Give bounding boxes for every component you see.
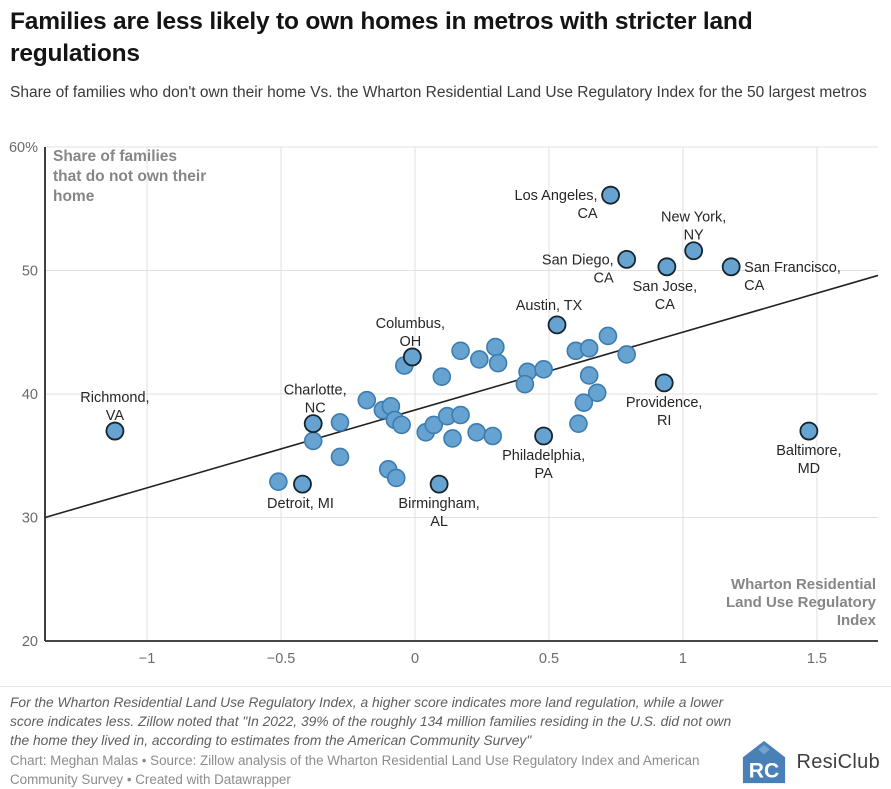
point-label: Philadelphia, bbox=[502, 448, 585, 464]
data-point[interactable] bbox=[451, 341, 470, 361]
data-point-labeled[interactable] bbox=[105, 421, 125, 441]
data-point-labeled[interactable] bbox=[402, 347, 422, 367]
data-point[interactable] bbox=[269, 472, 288, 491]
x-tick-label: −0.5 bbox=[267, 651, 296, 667]
data-point[interactable] bbox=[432, 367, 452, 387]
point-label: New York, bbox=[661, 210, 726, 226]
resiclub-house-icon: RC bbox=[743, 740, 786, 784]
data-point[interactable] bbox=[303, 431, 323, 451]
x-tick-label: 1 bbox=[679, 651, 687, 667]
point-label: San Francisco, bbox=[744, 260, 841, 276]
point-label: NY bbox=[684, 228, 704, 244]
x-tick-label: 1.5 bbox=[807, 651, 827, 667]
y-tick-label: 50 bbox=[22, 264, 38, 280]
data-point-labeled[interactable] bbox=[303, 414, 323, 434]
data-point[interactable] bbox=[579, 339, 599, 358]
data-point-labeled[interactable] bbox=[293, 474, 312, 494]
data-point[interactable] bbox=[598, 326, 618, 346]
point-label: San Diego, bbox=[542, 252, 614, 268]
point-label: PA bbox=[534, 466, 553, 482]
data-point[interactable] bbox=[515, 374, 535, 394]
data-point[interactable] bbox=[357, 390, 377, 410]
point-label: Providence, bbox=[626, 395, 703, 411]
y-axis-title: Share of families bbox=[53, 148, 177, 165]
point-label: CA bbox=[744, 278, 764, 294]
data-point[interactable] bbox=[330, 413, 350, 432]
data-point-labeled[interactable] bbox=[657, 257, 677, 277]
data-point[interactable] bbox=[443, 429, 462, 448]
data-point[interactable] bbox=[330, 447, 350, 467]
x-tick-label: 0 bbox=[411, 651, 419, 667]
data-point[interactable] bbox=[569, 414, 588, 433]
point-label: San Jose, bbox=[633, 279, 698, 295]
point-label: NC bbox=[305, 401, 326, 417]
data-point[interactable] bbox=[470, 350, 489, 369]
data-point-labeled[interactable] bbox=[617, 249, 637, 269]
data-point[interactable] bbox=[483, 426, 503, 446]
point-label: Richmond, bbox=[80, 390, 149, 406]
y-axis-title: that do not own their bbox=[53, 168, 206, 185]
point-label: RI bbox=[657, 413, 672, 429]
point-label: Birmingham, bbox=[398, 496, 479, 512]
data-point[interactable] bbox=[467, 422, 486, 442]
trend-line bbox=[44, 274, 879, 519]
x-axis-title: Land Use Regulatory bbox=[726, 594, 877, 611]
point-label: Baltimore, bbox=[776, 443, 841, 459]
point-label: CA bbox=[594, 270, 614, 286]
point-label: AL bbox=[430, 514, 448, 530]
credit-line: Chart: Meghan Malas • Source: Zillow ana… bbox=[10, 753, 700, 788]
point-label: MD bbox=[798, 461, 821, 477]
data-point[interactable] bbox=[424, 415, 444, 435]
data-point[interactable] bbox=[386, 468, 406, 488]
y-tick-label: 60% bbox=[9, 140, 38, 156]
footer-divider bbox=[0, 686, 891, 687]
point-label: Detroit, MI bbox=[267, 496, 334, 512]
point-label: Columbus, bbox=[376, 316, 445, 332]
data-point[interactable] bbox=[617, 345, 636, 364]
x-axis-title: Wharton Residential bbox=[731, 576, 876, 593]
data-point-labeled[interactable] bbox=[547, 315, 567, 335]
point-label: OH bbox=[399, 334, 421, 350]
x-axis-title: Index bbox=[837, 612, 877, 629]
logo-wordmark: ResiClub bbox=[796, 750, 880, 773]
data-point[interactable] bbox=[451, 405, 470, 425]
data-point-labeled[interactable] bbox=[601, 185, 621, 205]
point-label: Charlotte, bbox=[284, 383, 347, 399]
y-axis-title: home bbox=[53, 188, 95, 205]
data-point-labeled[interactable] bbox=[799, 421, 819, 441]
data-point-labeled[interactable] bbox=[534, 426, 554, 446]
chart-subtitle: Share of families who don't own their ho… bbox=[10, 84, 867, 101]
data-point-labeled[interactable] bbox=[429, 474, 449, 494]
point-label: CA bbox=[655, 297, 675, 313]
resiclub-logo: RC ResiClub bbox=[741, 739, 880, 785]
data-point-labeled[interactable] bbox=[654, 373, 674, 393]
y-tick-label: 20 bbox=[22, 634, 38, 650]
x-tick-label: −1 bbox=[139, 651, 156, 667]
data-point[interactable] bbox=[534, 359, 553, 379]
data-point-labeled[interactable] bbox=[721, 257, 741, 277]
data-point-labeled[interactable] bbox=[684, 241, 704, 261]
data-point[interactable] bbox=[587, 383, 607, 403]
data-point[interactable] bbox=[488, 353, 508, 373]
data-point[interactable] bbox=[486, 337, 505, 357]
data-point[interactable] bbox=[574, 393, 594, 412]
y-tick-label: 40 bbox=[22, 387, 38, 403]
footnote: For the Wharton Residential Land Use Reg… bbox=[10, 695, 732, 748]
y-tick-label: 30 bbox=[22, 511, 38, 527]
x-tick-label: 0.5 bbox=[539, 651, 559, 667]
data-point[interactable] bbox=[579, 366, 599, 385]
point-label: Los Angeles, bbox=[515, 188, 598, 204]
data-point[interactable] bbox=[392, 415, 411, 435]
page-title: Families are less likely to own homes in… bbox=[10, 8, 753, 67]
point-label: VA bbox=[106, 408, 125, 424]
point-label: CA bbox=[577, 206, 597, 222]
point-label: Austin, TX bbox=[516, 298, 583, 314]
scatter-plot: −1 −0.5 0 0.5 1 1.5 20 30 40 50 60% Share of famili… bbox=[9, 140, 879, 667]
svg-text:RC: RC bbox=[749, 759, 779, 782]
